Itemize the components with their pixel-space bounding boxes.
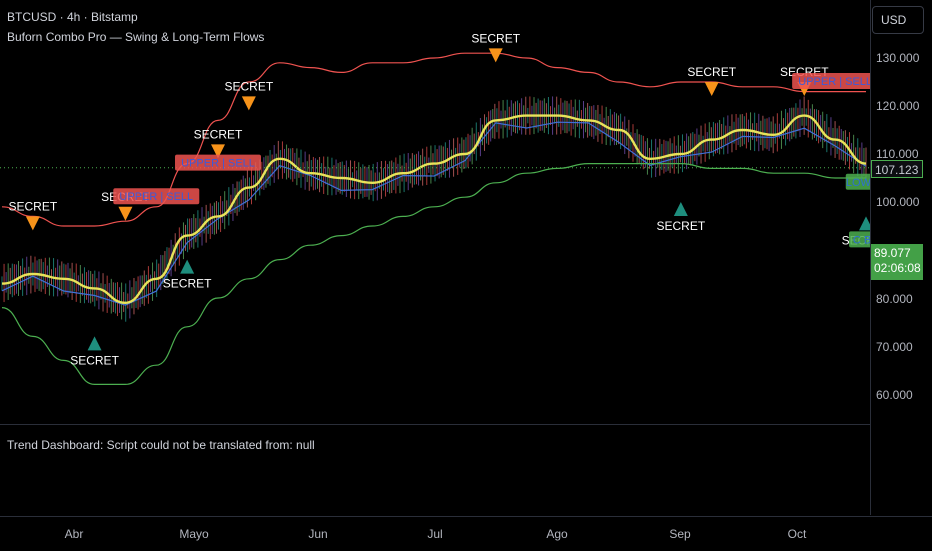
series-line-1: [1, 52, 866, 227]
price-tick: 80.000: [876, 292, 913, 306]
annotation-buy: SECRET: [163, 259, 212, 291]
annotation-text: SECRET: [225, 79, 274, 93]
annotation-sell: SECRET: [471, 31, 521, 63]
annotation-text: SECRET: [194, 127, 243, 141]
tag-countdown: 02:06:08: [874, 261, 921, 275]
price-tick: 60.000: [876, 388, 913, 402]
label-text: C BU: [853, 234, 870, 246]
buy-arrow-icon: [180, 259, 195, 274]
annotation-text: SECRET: [687, 65, 736, 79]
month-label: Jun: [308, 527, 328, 541]
month-label: Oct: [787, 527, 807, 541]
fast-line: [1, 121, 867, 306]
label-text: UPPER | SELL: [181, 158, 255, 170]
series-line-2: [1, 162, 866, 385]
annotation-sell-label: UPPER | SELL: [175, 154, 261, 171]
currency-button[interactable]: USD: [872, 6, 924, 34]
month-label: Ago: [546, 527, 568, 541]
countdown-price-tag: 89.077 02:06:08: [871, 244, 923, 280]
annotation-text: SECRET: [9, 199, 58, 213]
label-text: UPPER | SELL: [119, 191, 193, 203]
series-line-0: [1, 114, 867, 305]
annotation-sell: SECRET: [225, 79, 274, 111]
symbol-title[interactable]: BTCUSD · 4h · Bitstamp: [7, 10, 138, 24]
annotation-text: SECRET: [163, 277, 212, 291]
sell-arrow-icon: [704, 82, 719, 96]
buy-arrow-icon: [673, 202, 688, 216]
current-price-tag: 107.123: [871, 160, 923, 178]
sell-arrow-icon: [118, 206, 133, 221]
annotation-sell: SECRET: [687, 65, 737, 96]
price-tick: 130.000: [876, 51, 920, 65]
annotation-text: SECRET: [471, 31, 520, 45]
sell-arrow-icon: [241, 96, 256, 111]
annotation-text: SECRET: [70, 353, 119, 367]
chart-header: BTCUSD · 4h · Bitstamp Buforn Combo Pro …: [7, 9, 264, 49]
label-background: [113, 188, 200, 205]
month-label: Sep: [669, 527, 691, 541]
time-axis[interactable]: [0, 516, 932, 551]
price-chart[interactable]: SECRET SECRET SECRET UPPER | SELL SECRET SECR…: [0, 0, 891, 425]
annotation-text: SECRET: [657, 219, 706, 233]
annotation-sell-label: UPPER | SELL: [792, 73, 879, 89]
sell-arrow-icon: [25, 216, 40, 231]
indicator-title[interactable]: Buforn Combo Pro — Swing & Long-Term Flo…: [7, 30, 265, 44]
annotation-buy: SECRET: [70, 336, 120, 367]
month-label: Jul: [427, 527, 443, 541]
buy-arrow-icon: [87, 336, 102, 351]
pane-message: Trend Dashboard: Script could not be tra…: [7, 438, 315, 452]
sell-arrow-icon: [211, 144, 225, 159]
label-text: LOWER: [846, 177, 870, 189]
buy-arrow-icon: [859, 216, 873, 231]
price-tick: 120.000: [876, 99, 920, 113]
annotation-sell: SECRET: [9, 199, 58, 231]
label-text: UPPER | SELL: [798, 76, 870, 88]
month-label: Mayo: [179, 527, 209, 541]
price-tick: 100.000: [876, 195, 920, 209]
sell-arrow-icon: [488, 48, 503, 63]
annotation-sell: SECRET: [194, 127, 243, 159]
annotation-buy-label: LOWER: [845, 173, 887, 190]
label-background: [792, 73, 879, 89]
month-label: Abr: [64, 527, 84, 541]
tag-price: 89.077: [874, 246, 911, 260]
price-tick: 70.000: [876, 340, 913, 354]
label-background: [175, 154, 261, 171]
price-chart-svg: SECRET SECRET SECRET UPPER | SELL SECRET SECR…: [0, 31, 891, 385]
pane-divider[interactable]: [0, 424, 870, 425]
annotation-buy-label: C BU: [849, 231, 883, 248]
price-tick: 110.000: [876, 147, 919, 161]
annotation-buy: SECRET: [657, 202, 706, 233]
annotation-sell-label: UPPER | SELL: [113, 188, 200, 205]
